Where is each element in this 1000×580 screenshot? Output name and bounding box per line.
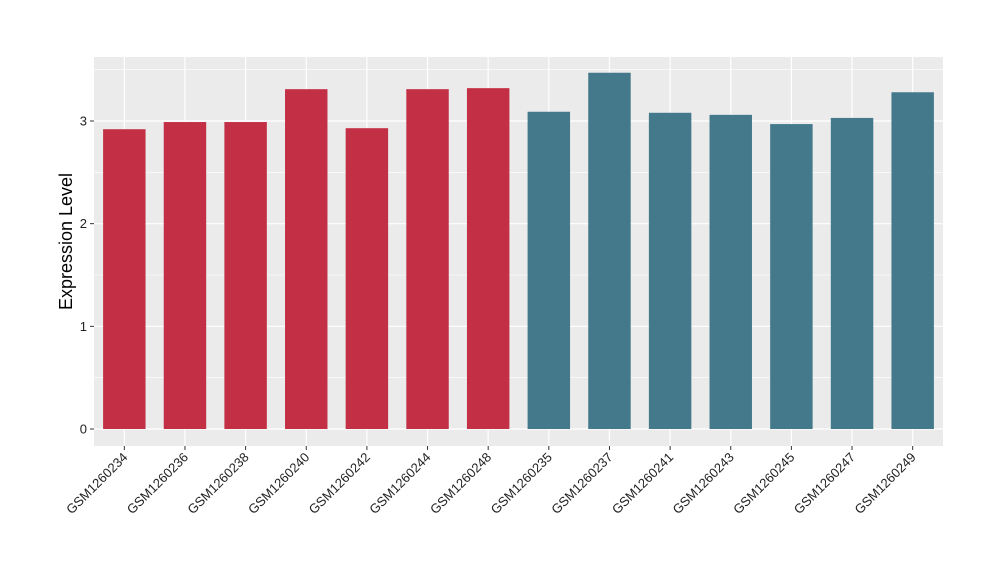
y-tick-label: 1 bbox=[80, 319, 87, 334]
plot-panel bbox=[94, 57, 943, 446]
bar-GSM1260243 bbox=[709, 114, 752, 429]
bar-GSM1260245 bbox=[770, 124, 813, 429]
x-tick-label: GSM1260240 bbox=[245, 450, 312, 517]
bar-GSM1260237 bbox=[588, 72, 631, 429]
y-axis-title: Expression Level bbox=[56, 173, 76, 310]
bar-GSM1260241 bbox=[648, 112, 692, 429]
y-tick-label: 2 bbox=[80, 216, 87, 231]
x-axis: GSM1260234GSM1260236GSM1260238GSM1260240… bbox=[63, 446, 919, 517]
x-tick-label: GSM1260243 bbox=[670, 450, 737, 517]
x-tick-label: GSM1260245 bbox=[730, 450, 797, 517]
bar-GSM1260234 bbox=[103, 129, 146, 430]
bar-GSM1260244 bbox=[406, 89, 449, 429]
x-tick-label: GSM1260236 bbox=[124, 450, 191, 517]
bar-GSM1260235 bbox=[527, 111, 571, 429]
bar-GSM1260236 bbox=[163, 122, 207, 429]
x-tick-label: GSM1260234 bbox=[63, 450, 130, 517]
bar-GSM1260247 bbox=[830, 117, 874, 430]
bars bbox=[103, 72, 934, 430]
x-tick-label: GSM1260242 bbox=[306, 450, 373, 517]
x-tick-label: GSM1260249 bbox=[851, 450, 918, 517]
bar-GSM1260242 bbox=[345, 128, 389, 430]
y-tick-label: 3 bbox=[80, 114, 87, 129]
x-tick-label: GSM1260248 bbox=[427, 450, 494, 517]
y-tick-label: 0 bbox=[80, 422, 87, 437]
x-tick-label: GSM1260247 bbox=[791, 450, 858, 517]
x-tick-label: GSM1260241 bbox=[609, 450, 676, 517]
x-tick-label: GSM1260238 bbox=[184, 450, 251, 517]
bar-GSM1260249 bbox=[891, 92, 934, 430]
bar-GSM1260240 bbox=[285, 89, 328, 429]
y-axis: 0 1 2 3 bbox=[80, 114, 94, 437]
x-tick-label: GSM1260244 bbox=[366, 450, 433, 517]
x-tick-label: GSM1260235 bbox=[488, 450, 555, 517]
x-tick-label: GSM1260237 bbox=[548, 450, 615, 517]
bar-GSM1260248 bbox=[466, 88, 510, 429]
bar-GSM1260238 bbox=[224, 122, 267, 429]
